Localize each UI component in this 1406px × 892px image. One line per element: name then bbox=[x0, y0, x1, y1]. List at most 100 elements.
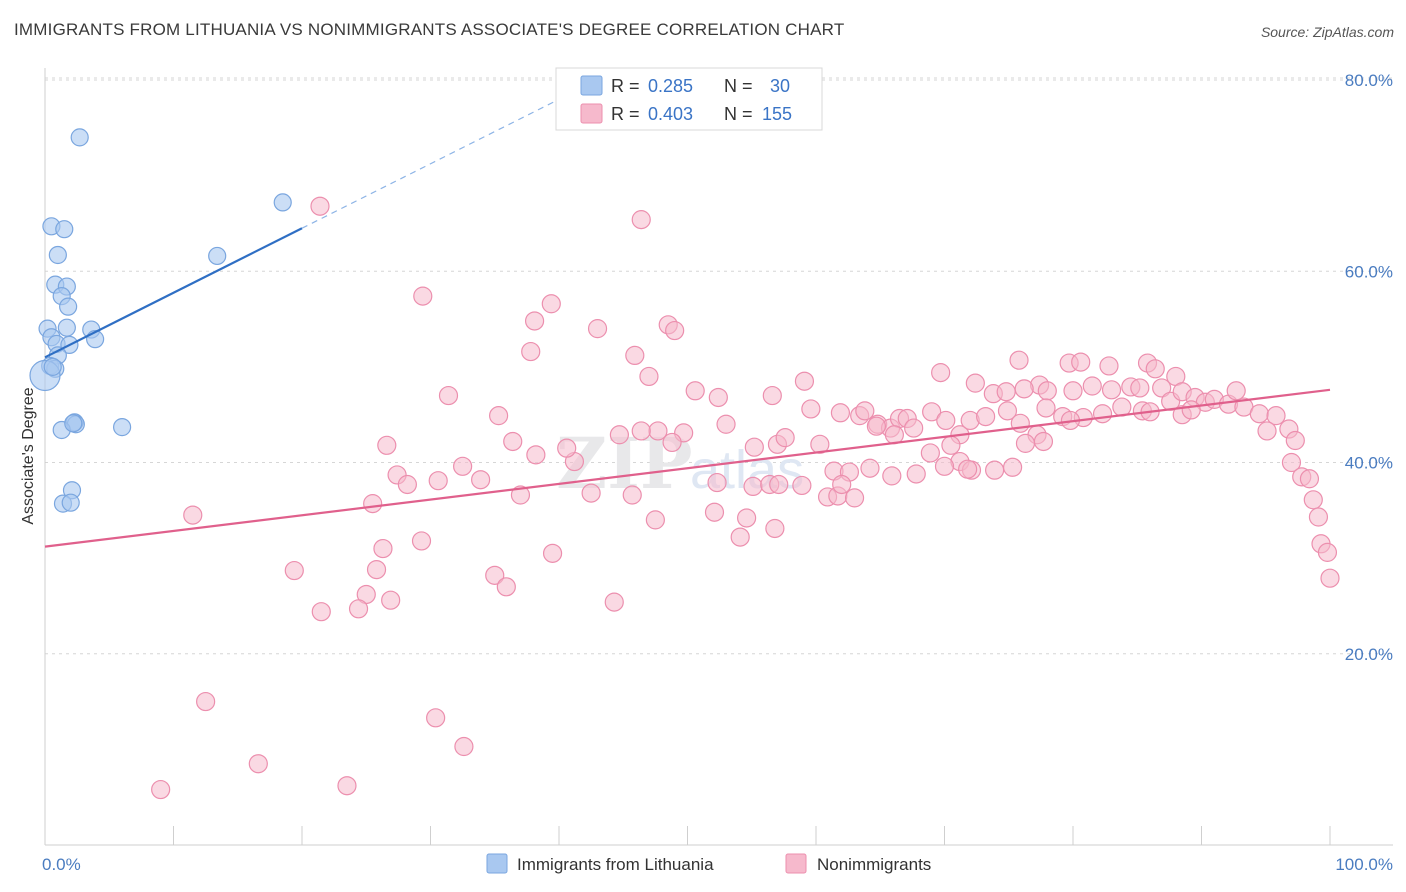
nonimmigrant-point bbox=[743, 476, 763, 497]
chart-title: IMMIGRANTS FROM LITHUANIA VS NONIMMIGRAN… bbox=[14, 20, 845, 39]
nonimmigrant-point bbox=[882, 466, 902, 486]
nonimmigrant-point bbox=[1003, 457, 1023, 477]
nonimmigrant-point bbox=[311, 602, 331, 622]
lithuania-point bbox=[112, 418, 132, 437]
nonimmigrant-point bbox=[363, 494, 383, 514]
nonimmigrants-trend-line bbox=[44, 388, 1331, 548]
nonimmigrant-point bbox=[1130, 378, 1150, 398]
nonimmigrant-point bbox=[454, 736, 474, 757]
lithuania-point bbox=[64, 414, 83, 433]
nonimmigrant-point bbox=[855, 401, 875, 421]
nonimmigrant-point bbox=[906, 464, 926, 484]
nonimmigrant-point bbox=[794, 371, 815, 391]
chart-source: Source: ZipAtlas.com bbox=[1260, 24, 1394, 40]
nonimmigrant-point bbox=[866, 416, 886, 436]
lithuania-point bbox=[59, 297, 78, 316]
nonimmigrant-point bbox=[832, 474, 852, 495]
legend-r-value-1: 0.285 bbox=[648, 76, 693, 96]
nonimmigrant-point bbox=[1320, 568, 1340, 588]
legend-n-label-1: N = bbox=[724, 76, 753, 96]
nonimmigrant-point bbox=[1145, 359, 1165, 379]
nonimmigrant-point bbox=[1101, 380, 1122, 400]
nonimmigrant-point bbox=[1249, 404, 1269, 424]
lithuania-point bbox=[48, 245, 67, 265]
nonimmigrant-point bbox=[337, 776, 357, 796]
nonimmigrant-point bbox=[151, 779, 171, 800]
nonimmigrant-point bbox=[510, 485, 531, 505]
nonimmigrant-point bbox=[284, 560, 304, 581]
nonimmigrant-point bbox=[801, 399, 821, 419]
x-tick-label-max: 100.0% bbox=[1335, 855, 1393, 874]
legend-r-value-2: 0.403 bbox=[648, 104, 693, 124]
nonimmigrant-point bbox=[524, 311, 545, 331]
nonimmigrant-point bbox=[958, 459, 978, 479]
nonimmigrant-point bbox=[904, 418, 924, 438]
series-legend-swatch-blue bbox=[486, 853, 508, 874]
correlation-legend: R = 0.285 N = 30 R = 0.403 N = 155 bbox=[555, 67, 823, 131]
nonimmigrant-point bbox=[1037, 381, 1057, 401]
nonimmigrant-point bbox=[496, 577, 516, 597]
y-tick-label: 60.0% bbox=[1345, 262, 1393, 281]
nonimmigrant-point bbox=[941, 435, 961, 455]
nonimmigrant-point bbox=[1303, 490, 1323, 510]
lithuania-point bbox=[57, 318, 76, 337]
nonimmigrant-point bbox=[411, 531, 432, 551]
trend-lines bbox=[44, 79, 1331, 548]
nonimmigrant-point bbox=[704, 502, 725, 522]
nonimmigrant-point bbox=[997, 401, 1018, 421]
lithuania-point bbox=[70, 128, 89, 147]
nonimmigrant-point bbox=[489, 406, 509, 426]
lithuania-trend-extension bbox=[301, 79, 598, 229]
nonimmigrant-point bbox=[1099, 356, 1119, 376]
nonimmigrant-point bbox=[1112, 397, 1132, 417]
nonimmigrant-point bbox=[730, 527, 750, 547]
nonimmigrant-point bbox=[1071, 352, 1091, 372]
nonimmigrant-point bbox=[810, 434, 830, 454]
nonimmigrant-point bbox=[310, 196, 330, 216]
nonimmigrant-point bbox=[377, 435, 397, 455]
lithuania-point bbox=[208, 246, 227, 266]
nonimmigrant-point bbox=[707, 472, 727, 493]
nonimmigrant-point bbox=[860, 458, 880, 478]
nonimmigrant-point bbox=[581, 483, 601, 503]
nonimmigrant-point bbox=[625, 345, 645, 365]
nonimmigrant-point bbox=[485, 565, 505, 585]
nonimmigrant-point bbox=[685, 381, 705, 401]
nonimmigrants-points bbox=[151, 196, 1340, 800]
nonimmigrant-point bbox=[366, 559, 387, 580]
nonimmigrant-point bbox=[521, 341, 541, 362]
nonimmigrant-point bbox=[665, 320, 685, 341]
nonimmigrant-point bbox=[1152, 378, 1172, 398]
nonimmigrant-point bbox=[1092, 404, 1113, 424]
nonimmigrant-point bbox=[775, 428, 795, 448]
nonimmigrant-point bbox=[965, 373, 985, 393]
nonimmigrant-point bbox=[1226, 381, 1246, 401]
nonimmigrant-point bbox=[503, 431, 523, 452]
nonimmigrant-point bbox=[931, 363, 951, 383]
nonimmigrant-point bbox=[373, 538, 393, 559]
lithuania-points bbox=[29, 128, 292, 513]
nonimmigrant-point bbox=[792, 475, 812, 496]
nonimmigrant-point bbox=[1281, 452, 1302, 473]
nonimmigrant-point bbox=[438, 385, 459, 406]
nonimmigrant-point bbox=[557, 438, 577, 458]
lithuania-point bbox=[273, 193, 292, 212]
legend-swatch-pink bbox=[580, 103, 603, 124]
lithuania-point bbox=[61, 493, 80, 512]
nonimmigrant-point bbox=[631, 421, 651, 441]
nonimmigrant-point bbox=[762, 385, 782, 406]
y-axis-title: Associate's Degree bbox=[20, 387, 37, 524]
nonimmigrant-point bbox=[631, 210, 651, 230]
nonimmigrant-point bbox=[1082, 376, 1102, 396]
nonimmigrant-point bbox=[769, 474, 789, 495]
nonimmigrant-point bbox=[622, 485, 642, 505]
nonimmigrant-point bbox=[428, 471, 448, 491]
nonimmigrant-point bbox=[985, 460, 1005, 480]
nonimmigrant-point bbox=[737, 508, 757, 528]
nonimmigrant-point bbox=[884, 425, 904, 445]
nonimmigrant-point bbox=[708, 387, 728, 408]
nonimmigrant-point bbox=[1015, 433, 1036, 453]
y-tick-label: 20.0% bbox=[1345, 645, 1393, 664]
legend-r-label-2: R = bbox=[611, 104, 640, 124]
